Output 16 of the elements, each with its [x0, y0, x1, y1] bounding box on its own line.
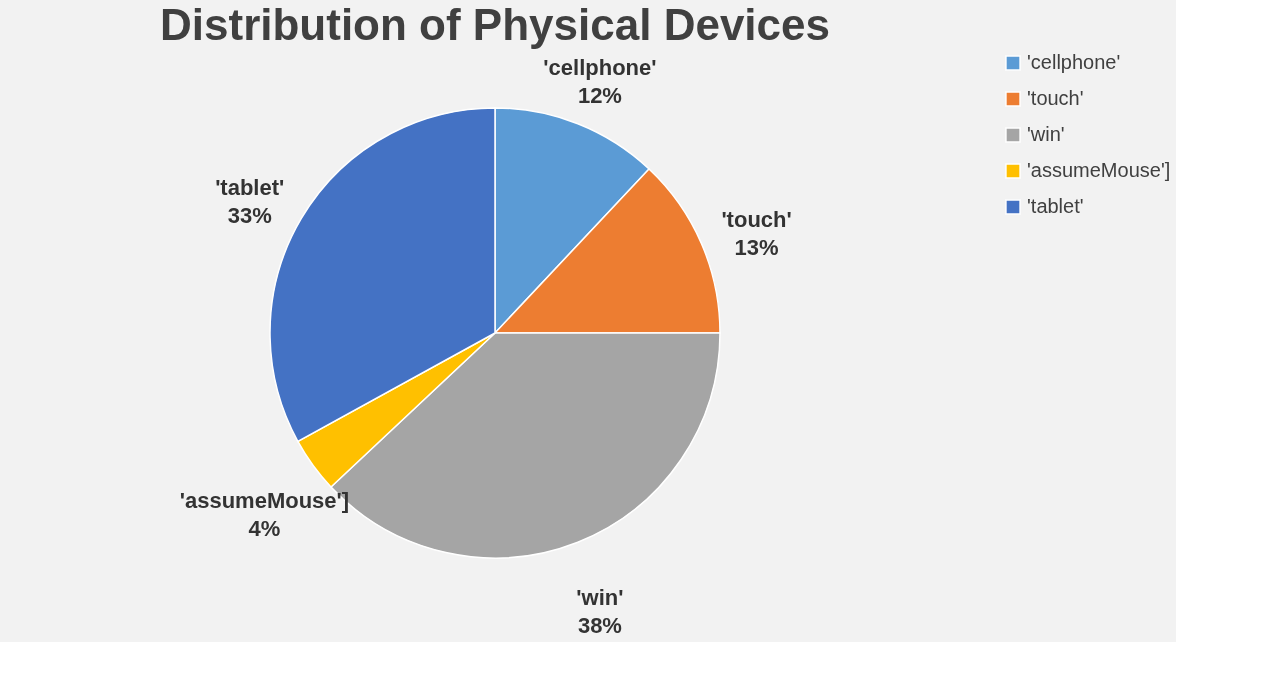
legend-label: 'assumeMouse']: [1027, 159, 1171, 181]
legend-label: 'touch': [1027, 87, 1084, 109]
slice-label: 'tablet': [215, 174, 285, 200]
legend-label: 'win': [1027, 123, 1065, 145]
data-label: 4%: [248, 515, 281, 541]
data-label: 38%: [577, 612, 622, 638]
data-label: 33%: [227, 202, 272, 228]
legend-label: 'cellphone': [1027, 51, 1121, 73]
slice-label: 'win': [576, 584, 624, 610]
slice-label: 'touch': [721, 206, 792, 232]
legend-label: 'tablet': [1027, 195, 1084, 217]
slice-label: 'cellphone': [543, 55, 657, 81]
chart-title: Distribution of Physical Devices: [160, 0, 830, 49]
data-label: 12%: [577, 83, 622, 109]
data-label: 13%: [734, 234, 779, 260]
slice-label: 'assumeMouse']: [179, 487, 350, 513]
